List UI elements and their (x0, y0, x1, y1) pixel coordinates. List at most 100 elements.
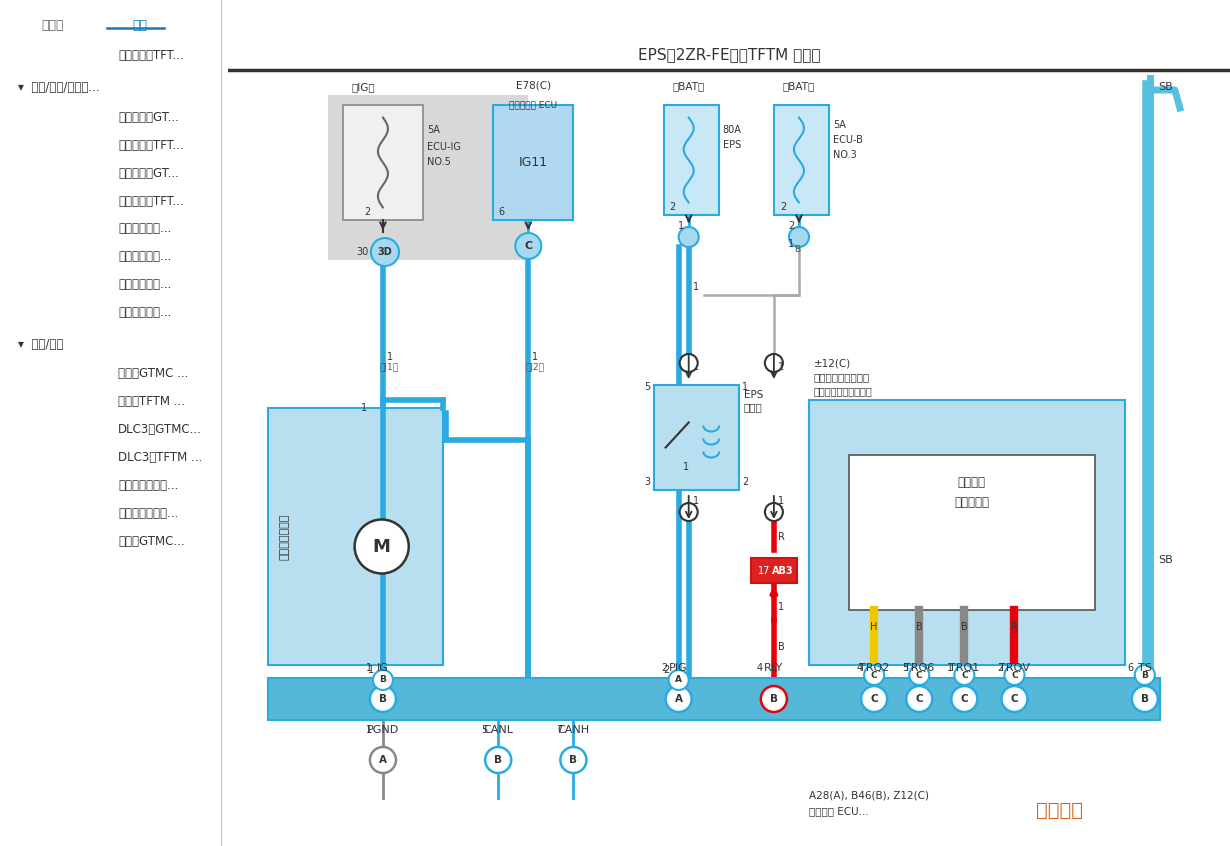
Text: 发动机怠停 ECU: 发动机怠停 ECU (509, 100, 557, 109)
Text: 2: 2 (364, 207, 370, 217)
Text: B: B (793, 245, 800, 254)
Text: 1: 1 (742, 382, 748, 392)
Circle shape (370, 747, 396, 773)
Text: IG: IG (376, 663, 389, 673)
Text: IG11: IG11 (519, 156, 547, 169)
Circle shape (1001, 686, 1027, 712)
Bar (268, 408, 443, 665)
Text: （IG）: （IG） (351, 82, 375, 92)
Text: 1: 1 (947, 663, 953, 673)
Text: TRQ6: TRQ6 (904, 663, 935, 673)
Text: ▾  音频/视频/车载通...: ▾ 音频/视频/车载通... (18, 81, 100, 94)
Text: 导航系统（GT...: 导航系统（GT... (118, 167, 180, 179)
Text: 2: 2 (787, 221, 795, 231)
Text: A: A (379, 755, 387, 765)
Text: 2: 2 (780, 202, 786, 212)
Circle shape (909, 665, 930, 685)
Text: AB3: AB3 (772, 566, 793, 576)
Text: ECU-IG: ECU-IG (427, 142, 461, 152)
Text: 1: 1 (777, 602, 784, 612)
Text: 继电器: 继电器 (744, 402, 763, 412)
Text: 多路通信系统（...: 多路通信系统（... (118, 479, 178, 492)
Bar (653, 385, 739, 490)
Text: 2: 2 (663, 665, 670, 675)
Text: 1: 1 (365, 663, 371, 673)
Text: 丰田驻车辅助...: 丰田驻车辅助... (118, 278, 171, 291)
Circle shape (354, 519, 408, 574)
Circle shape (865, 665, 884, 685)
Text: 1: 1 (360, 403, 367, 413)
Text: NO.5: NO.5 (427, 157, 451, 167)
Text: B: B (494, 755, 502, 765)
Text: 3D: 3D (378, 247, 392, 257)
Text: TRQ2: TRQ2 (859, 663, 889, 673)
Text: B: B (916, 622, 922, 632)
Text: R: R (777, 532, 785, 542)
Text: TS: TS (1138, 663, 1151, 673)
Circle shape (765, 354, 784, 372)
Text: SB: SB (1157, 555, 1172, 565)
Text: 助力转向 ECU...: 助力转向 ECU... (809, 806, 868, 816)
Text: B: B (1141, 671, 1149, 679)
Circle shape (373, 670, 392, 690)
Text: 80A: 80A (723, 125, 742, 135)
Circle shape (761, 686, 787, 712)
Text: （J1）: （J1） (380, 363, 399, 372)
Text: C: C (871, 671, 877, 679)
Text: ECU-B: ECU-B (833, 135, 863, 145)
Text: 6: 6 (498, 207, 504, 217)
Circle shape (515, 233, 541, 259)
Text: B: B (777, 642, 785, 652)
Text: CANL: CANL (483, 725, 513, 735)
Text: ▾  电源/网络: ▾ 电源/网络 (18, 338, 64, 351)
Text: 1: 1 (692, 362, 699, 372)
Bar (268, 678, 1160, 720)
Text: 1: 1 (387, 352, 394, 362)
Bar (809, 400, 1124, 665)
Text: 电源（GTMC...: 电源（GTMC... (118, 535, 184, 547)
Circle shape (669, 670, 689, 690)
Text: 音响系统（GT...: 音响系统（GT... (118, 111, 180, 124)
Circle shape (861, 686, 887, 712)
Bar (750, 558, 797, 583)
Circle shape (1135, 665, 1155, 685)
Circle shape (680, 503, 697, 521)
Text: 7: 7 (556, 725, 562, 735)
Text: 1: 1 (533, 352, 539, 362)
Text: 丰田驻车辅助...: 丰田驻车辅助... (118, 306, 171, 319)
Text: A: A (674, 694, 683, 704)
Text: 2: 2 (669, 202, 675, 212)
Circle shape (1005, 665, 1025, 685)
Text: B: B (380, 675, 386, 684)
Text: 1: 1 (678, 221, 684, 231)
Text: NO.3: NO.3 (833, 150, 857, 160)
Text: ±12(C): ±12(C) (814, 358, 851, 368)
Text: 1: 1 (368, 665, 374, 675)
Text: M: M (373, 537, 391, 556)
Text: EPS（2ZR-FE）（TFTM 制造）: EPS（2ZR-FE）（TFTM 制造） (637, 47, 820, 63)
Circle shape (370, 686, 396, 712)
Text: RLY: RLY (764, 663, 784, 673)
Text: 5A: 5A (833, 120, 846, 130)
Text: H: H (871, 622, 878, 632)
Text: 动力转向电动机: 动力转向电动机 (279, 514, 290, 560)
Circle shape (485, 747, 512, 773)
Text: DLC3（GTMC...: DLC3（GTMC... (118, 423, 202, 436)
Text: 30: 30 (357, 247, 369, 257)
Text: 2: 2 (742, 477, 748, 487)
Text: A28(A), B46(B), Z12(C): A28(A), B46(B), Z12(C) (809, 790, 929, 800)
Circle shape (680, 354, 697, 372)
Circle shape (1132, 686, 1157, 712)
Text: B: B (770, 694, 777, 704)
Circle shape (561, 747, 587, 773)
Circle shape (951, 686, 978, 712)
Text: 扭矩传感器: 扭矩传感器 (954, 497, 989, 509)
Text: C: C (1011, 694, 1018, 704)
Text: 多路通信系统（...: 多路通信系统（... (118, 507, 178, 519)
Text: 2: 2 (998, 663, 1004, 673)
Text: CANH: CANH (557, 725, 589, 735)
Text: B: B (961, 622, 968, 632)
Text: 4: 4 (857, 663, 863, 673)
Bar (774, 105, 829, 215)
Text: DLC3（TFTM ...: DLC3（TFTM ... (118, 451, 203, 464)
